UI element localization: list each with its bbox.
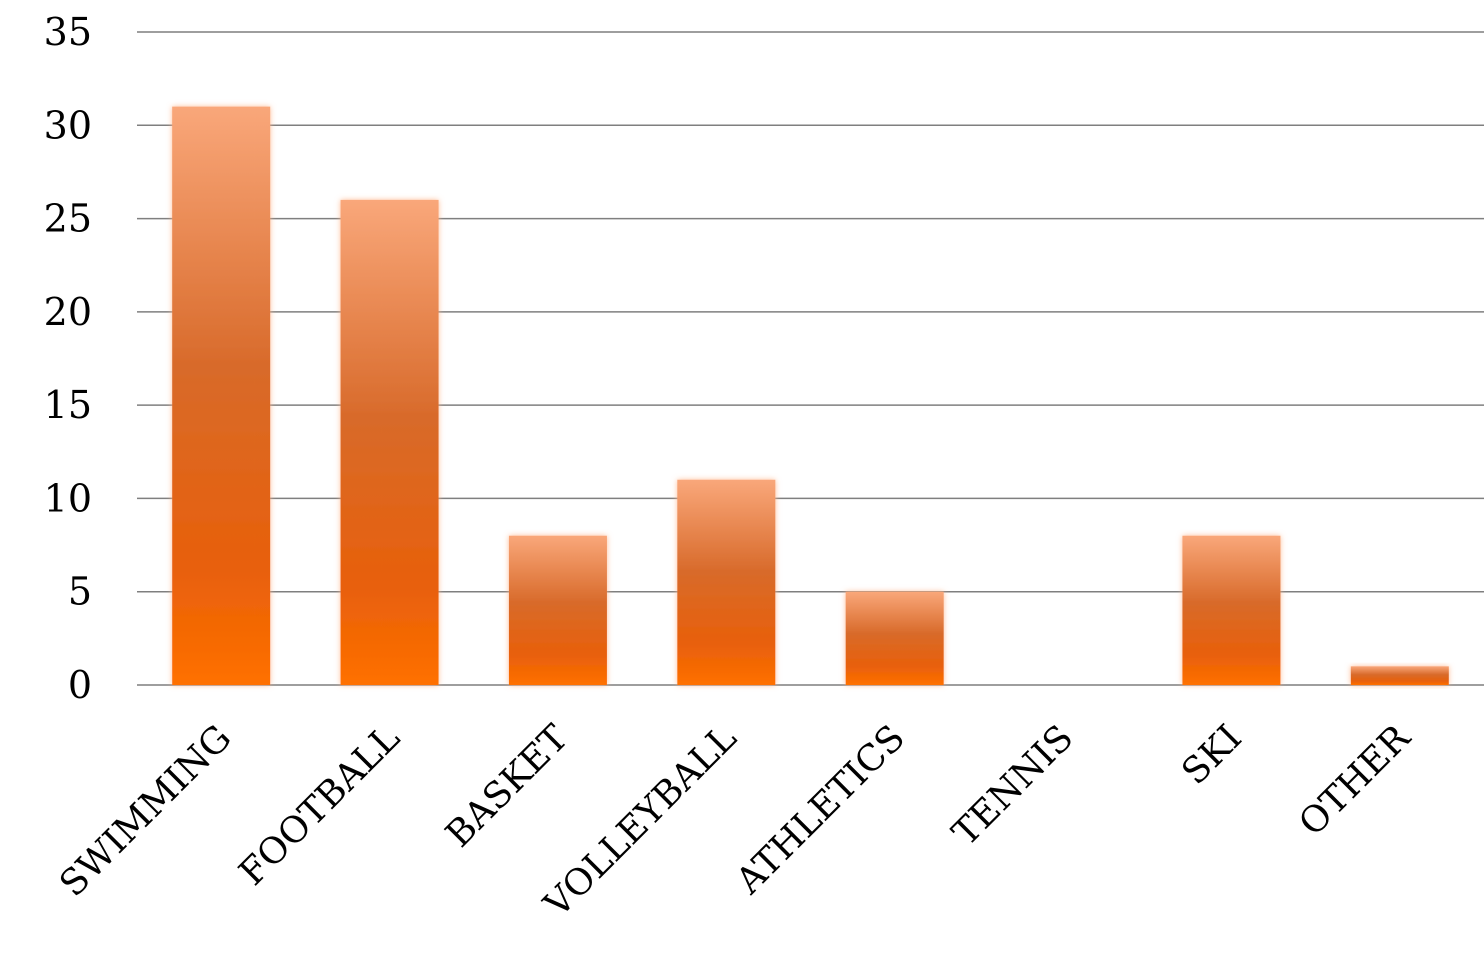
y-tick-label: 20 — [44, 290, 92, 334]
x-category-label: TENNIS — [945, 717, 1082, 854]
y-axis-tick-labels: 0 5 10 15 20 25 30 35 — [44, 10, 92, 707]
x-category-label: ATHLETICS — [728, 717, 913, 902]
y-tick-label: 25 — [44, 197, 92, 241]
x-category-label: FOOTBALL — [232, 717, 408, 893]
bar-ski — [1182, 535, 1281, 685]
y-tick-label: 10 — [44, 476, 92, 520]
bar-basket — [508, 535, 607, 685]
y-tick-label: 30 — [44, 103, 92, 147]
bar-football — [340, 199, 439, 685]
bars — [172, 106, 1449, 686]
x-category-label: SWIMMING — [52, 717, 239, 904]
y-tick-label: 35 — [44, 10, 92, 54]
y-tick-label: 0 — [68, 663, 92, 707]
bar-other — [1350, 666, 1449, 685]
bar-swimming — [172, 106, 271, 686]
x-category-label: OTHER — [1291, 717, 1418, 844]
bar-athletics — [845, 591, 944, 685]
y-tick-label: 5 — [68, 570, 92, 614]
gridlines — [137, 31, 1484, 686]
y-tick-label: 15 — [44, 383, 92, 427]
bar-volleyball — [677, 479, 776, 685]
x-category-label: SKI — [1174, 717, 1250, 793]
x-category-label: BASKET — [438, 717, 576, 855]
